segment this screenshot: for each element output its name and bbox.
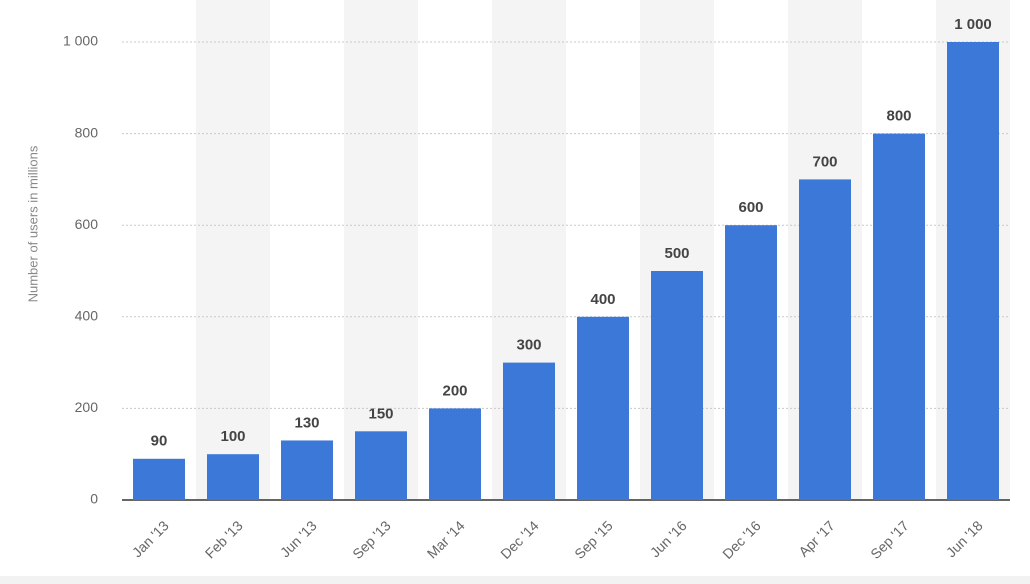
- x-tick-label: Jan '13: [129, 517, 172, 560]
- bar: [947, 42, 999, 500]
- bar: [725, 225, 777, 500]
- bar: [207, 454, 259, 500]
- y-tick-label: 1 000: [63, 33, 98, 49]
- bar: [429, 408, 481, 500]
- x-tick-label: Sep '13: [349, 517, 394, 562]
- value-label: 400: [590, 291, 615, 308]
- x-tick-label: Jun '13: [277, 517, 320, 560]
- y-axis-label: Number of users in millions: [25, 145, 40, 302]
- bar: [355, 431, 407, 500]
- value-label: 500: [664, 245, 689, 262]
- value-label: 90: [151, 433, 168, 450]
- x-tick-label: Apr '17: [795, 517, 838, 560]
- x-tick-label: Jun '16: [647, 517, 690, 560]
- value-label: 700: [812, 153, 837, 170]
- x-tick-label: Dec '14: [497, 517, 542, 562]
- band-shade: [196, 0, 270, 500]
- y-tick-label: 200: [75, 399, 99, 415]
- value-label: 130: [294, 414, 319, 431]
- x-tick-label: Dec '16: [719, 517, 764, 562]
- y-tick-label: 800: [75, 124, 99, 140]
- x-tick-label: Jun '18: [943, 517, 986, 560]
- x-tick-label: Sep '15: [571, 517, 616, 562]
- value-label: 200: [442, 382, 467, 399]
- y-tick-label: 400: [75, 308, 99, 324]
- y-tick-label: 0: [90, 491, 98, 507]
- x-tick-label: Feb '13: [202, 517, 246, 561]
- value-label: 600: [738, 199, 763, 216]
- value-label: 150: [368, 405, 393, 422]
- bar: [799, 179, 851, 500]
- y-tick-label: 600: [75, 216, 99, 232]
- value-label: 100: [220, 428, 245, 445]
- bar: [651, 271, 703, 500]
- bar: [281, 440, 333, 500]
- band-shade: [344, 0, 418, 500]
- value-label: 1 000: [954, 16, 992, 33]
- x-tick-label: Sep '17: [867, 517, 912, 562]
- x-tick-label: Mar '14: [424, 517, 468, 561]
- bar: [873, 133, 925, 500]
- bar: [503, 362, 555, 500]
- value-label: 300: [516, 337, 541, 354]
- footer-strip: [0, 576, 1030, 584]
- bar: [577, 316, 629, 500]
- bar: [133, 458, 185, 500]
- value-label: 800: [886, 108, 911, 125]
